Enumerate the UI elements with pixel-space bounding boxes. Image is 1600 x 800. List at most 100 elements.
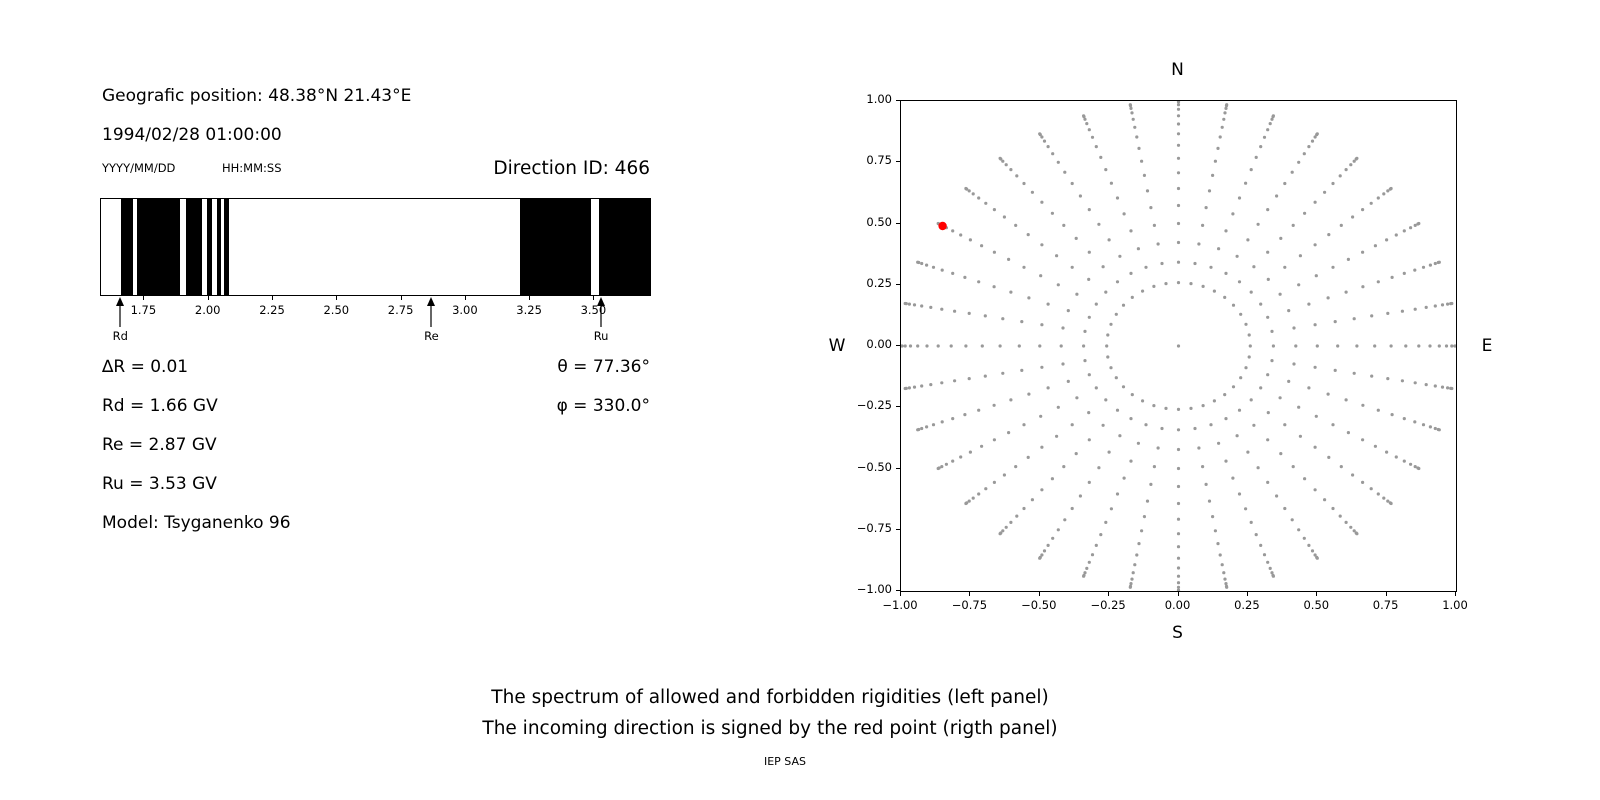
direction-grid-dot xyxy=(1235,434,1239,438)
direction-grid-dot xyxy=(1292,362,1296,366)
direction-grid-dot xyxy=(984,201,988,205)
forbidden-band xyxy=(185,199,202,295)
direction-grid-dot xyxy=(1266,208,1270,212)
direction-grid-dot xyxy=(1201,465,1205,469)
direction-grid-dot xyxy=(1176,260,1181,264)
direction-grid-dot xyxy=(1220,563,1224,567)
direction-grid-dot xyxy=(1055,434,1059,438)
direction-grid-dot xyxy=(1066,379,1070,383)
direction-grid-dot xyxy=(1313,323,1317,327)
direction-grid-dot xyxy=(964,501,968,506)
direction-grid-dot xyxy=(1409,226,1413,230)
direction-grid-dot xyxy=(1022,265,1026,269)
rd-marker-label: Rd xyxy=(112,329,128,343)
direction-grid-dot xyxy=(1106,355,1110,359)
x-tick-mark xyxy=(969,592,971,596)
direction-grid-dot xyxy=(967,311,971,315)
direction-grid-dot xyxy=(1059,344,1063,348)
direction-grid-dot xyxy=(1009,520,1013,524)
direction-grid-dot xyxy=(1303,211,1307,215)
direction-grid-dot xyxy=(1223,393,1227,397)
direction-grid-dot xyxy=(964,186,968,191)
x-tick-label: 2.50 xyxy=(323,303,350,317)
direction-grid-dot xyxy=(1015,514,1019,518)
direction-grid-dot xyxy=(1176,143,1181,147)
direction-grid-dot xyxy=(1014,465,1018,469)
direction-grid-dot xyxy=(1087,208,1091,212)
direction-grid-dot xyxy=(1344,398,1348,402)
direction-grid-dot xyxy=(1104,290,1108,294)
rd-arrow-icon xyxy=(114,297,126,331)
direction-grid-dot xyxy=(1417,344,1421,348)
direction-grid-dot xyxy=(1061,326,1065,330)
direction-grid-dot xyxy=(1075,292,1079,296)
direction-grid-dot xyxy=(1122,212,1126,216)
direction-grid-dot xyxy=(1099,533,1103,537)
direction-grid-dot xyxy=(1278,396,1282,400)
direction-grid-dot xyxy=(1087,128,1091,132)
direction-grid-dot xyxy=(940,420,944,424)
direction-grid-dot xyxy=(1070,181,1074,186)
direction-grid-dot xyxy=(1333,368,1337,372)
direction-grid-dot xyxy=(1176,447,1181,452)
direction-grid-dot xyxy=(1121,385,1126,389)
direction-grid-dot xyxy=(1315,556,1319,560)
direction-grid-dot xyxy=(1283,506,1287,511)
direction-grid-dot xyxy=(1331,265,1335,269)
direction-grid-dot xyxy=(1235,254,1239,258)
direction-grid-dot xyxy=(1042,549,1047,553)
direction-grid-dot xyxy=(1402,417,1406,421)
direction-grid-dot xyxy=(1294,344,1298,348)
direction-grid-dot xyxy=(1303,477,1307,481)
direction-grid-dot xyxy=(1297,283,1301,287)
direction-grid-dot xyxy=(992,250,996,254)
direction-grid-dot xyxy=(1075,396,1079,400)
compass-south-label: S xyxy=(1172,623,1183,643)
direction-grid-dot xyxy=(1061,362,1065,366)
direction-grid-dot xyxy=(1433,304,1437,308)
direction-grid-dot xyxy=(1160,261,1164,266)
direction-grid-dot xyxy=(1039,414,1043,418)
direction-grid-dot xyxy=(984,487,988,491)
direction-grid-dot xyxy=(1030,190,1034,194)
direction-grid-dot xyxy=(1239,376,1243,380)
direction-grid-dot xyxy=(953,379,957,383)
direction-grid-dot xyxy=(1131,571,1135,575)
direction-grid-dot xyxy=(1189,282,1193,286)
up-arrow-icon xyxy=(427,297,436,327)
direction-grid-dot xyxy=(980,444,984,448)
direction-grid-dot xyxy=(1051,152,1055,156)
direction-grid-dot xyxy=(1046,386,1050,390)
up-arrow-icon xyxy=(116,297,125,327)
direction-grid-dot xyxy=(1063,170,1067,174)
direction-grid-dot xyxy=(1104,520,1108,524)
direction-grid-dot xyxy=(1346,431,1350,435)
direction-grid-dot xyxy=(1176,281,1181,285)
direction-grid-dot xyxy=(1137,542,1141,546)
direction-grid-dot xyxy=(944,462,948,466)
direction-grid-dot xyxy=(1176,156,1181,160)
direction-grid-dot xyxy=(1409,462,1413,466)
direction-grid-dot xyxy=(1331,181,1335,186)
direction-grid-dot xyxy=(1370,314,1374,318)
direction-grid-dot xyxy=(1020,320,1024,324)
direction-grid-dot xyxy=(1176,501,1181,506)
direction-grid-dot xyxy=(1417,466,1421,471)
direction-grid-dot xyxy=(1313,445,1317,449)
x-tick-mark xyxy=(207,296,209,300)
direction-grid-dot xyxy=(949,344,953,348)
direction-grid-dot xyxy=(1004,163,1008,167)
direction-grid-dot xyxy=(1001,159,1005,163)
direction-grid-dot xyxy=(1193,426,1197,431)
direction-grid-dot xyxy=(1270,571,1274,575)
direction-grid-dot xyxy=(1254,155,1258,159)
direction-grid-dot xyxy=(1376,196,1380,200)
direction-grid-dot xyxy=(1389,501,1393,506)
direction-grid-dot xyxy=(1056,528,1060,532)
direction-grid-dot xyxy=(1213,159,1217,163)
y-tick-mark xyxy=(896,528,900,530)
direction-grid-dot xyxy=(1087,277,1091,281)
direction-grid-dot xyxy=(1404,344,1408,348)
direction-grid-dot xyxy=(920,384,924,388)
direction-grid-dot xyxy=(983,314,987,318)
